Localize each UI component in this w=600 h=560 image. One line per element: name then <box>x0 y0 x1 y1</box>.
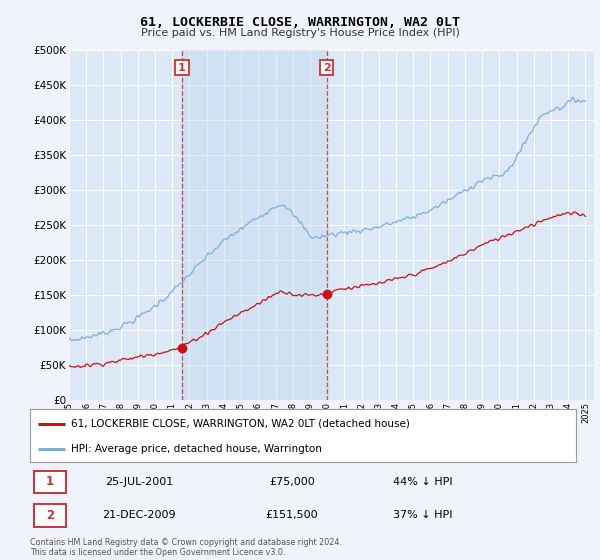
Text: 21-DEC-2009: 21-DEC-2009 <box>103 510 176 520</box>
Text: 61, LOCKERBIE CLOSE, WARRINGTON, WA2 0LT (detached house): 61, LOCKERBIE CLOSE, WARRINGTON, WA2 0LT… <box>71 419 410 429</box>
Bar <box>182 50 326 400</box>
Text: 25-JUL-2001: 25-JUL-2001 <box>105 477 173 487</box>
Text: Price paid vs. HM Land Registry's House Price Index (HPI): Price paid vs. HM Land Registry's House … <box>140 28 460 38</box>
Text: 1: 1 <box>178 63 186 73</box>
Text: 2: 2 <box>46 508 54 522</box>
FancyBboxPatch shape <box>34 505 66 527</box>
Text: 44% ↓ HPI: 44% ↓ HPI <box>394 477 453 487</box>
FancyBboxPatch shape <box>34 471 66 493</box>
Text: HPI: Average price, detached house, Warrington: HPI: Average price, detached house, Warr… <box>71 444 322 454</box>
Text: 1: 1 <box>46 475 54 488</box>
Text: £75,000: £75,000 <box>269 477 315 487</box>
Text: 61, LOCKERBIE CLOSE, WARRINGTON, WA2 0LT: 61, LOCKERBIE CLOSE, WARRINGTON, WA2 0LT <box>140 16 460 29</box>
Text: 37% ↓ HPI: 37% ↓ HPI <box>394 510 453 520</box>
Text: Contains HM Land Registry data © Crown copyright and database right 2024.
This d: Contains HM Land Registry data © Crown c… <box>30 538 342 557</box>
Text: 2: 2 <box>323 63 331 73</box>
Text: £151,500: £151,500 <box>266 510 319 520</box>
